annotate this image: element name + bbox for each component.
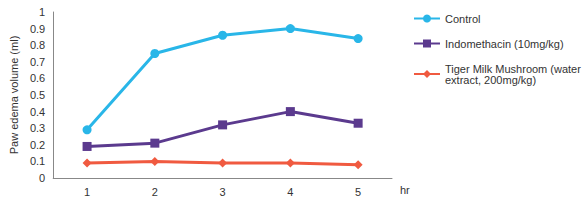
svg-text:5: 5 <box>355 186 361 198</box>
svg-text:3: 3 <box>220 186 226 198</box>
svg-text:1: 1 <box>84 186 90 198</box>
svg-text:Control: Control <box>445 13 480 25</box>
svg-text:extract, 200mg/kg): extract, 200mg/kg) <box>445 74 536 86</box>
svg-text:Indomethacin (10mg/kg): Indomethacin (10mg/kg) <box>445 38 564 50</box>
svg-text:1: 1 <box>39 6 45 18</box>
svg-text:0.6: 0.6 <box>30 72 45 84</box>
svg-text:0.3: 0.3 <box>30 122 45 134</box>
svg-text:0.2: 0.2 <box>30 139 45 151</box>
svg-text:0.7: 0.7 <box>30 56 45 68</box>
svg-text:4: 4 <box>287 186 293 198</box>
svg-text:0.5: 0.5 <box>30 89 45 101</box>
svg-text:0.8: 0.8 <box>30 39 45 51</box>
svg-text:0.1: 0.1 <box>30 155 45 167</box>
svg-text:0.9: 0.9 <box>30 23 45 35</box>
svg-text:0.4: 0.4 <box>30 106 45 118</box>
svg-text:hr: hr <box>400 184 410 196</box>
svg-text:Paw edema volume (ml): Paw edema volume (ml) <box>8 36 20 155</box>
svg-text:2: 2 <box>152 186 158 198</box>
svg-text:0: 0 <box>39 172 45 184</box>
